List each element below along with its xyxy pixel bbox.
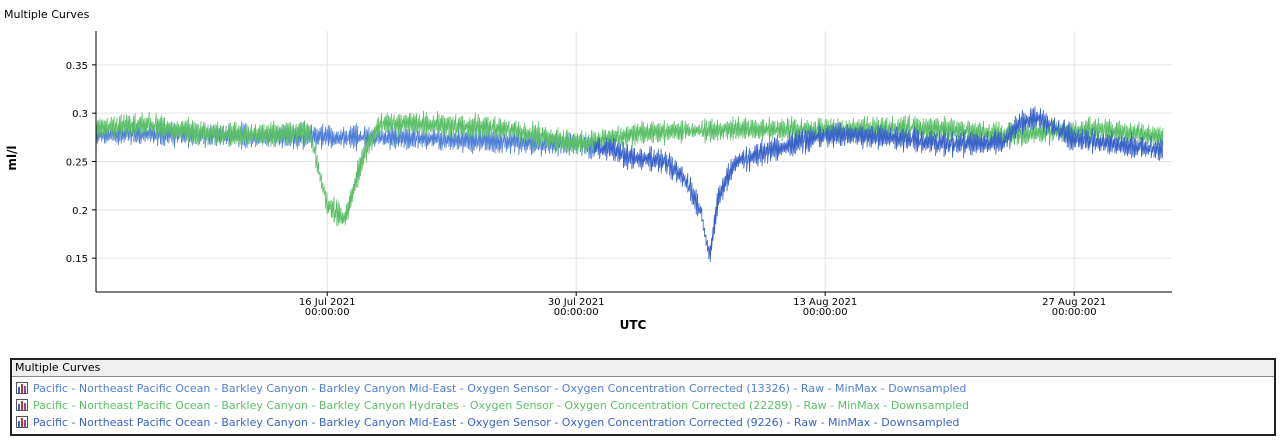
legend-list: Pacific - Northeast Pacific Ocean - Bark…: [12, 377, 1274, 431]
legend-item-label: Pacific - Northeast Pacific Ocean - Bark…: [33, 416, 960, 429]
y-axis-title: ml/l: [5, 145, 19, 170]
x-tick-label-time: 00:00:00: [1052, 307, 1097, 318]
y-tick-label: 0.15: [66, 254, 88, 265]
x-tick-label-time: 00:00:00: [305, 307, 350, 318]
legend-item-label: Pacific - Northeast Pacific Ocean - Bark…: [33, 382, 967, 395]
series-layer: [95, 106, 1164, 262]
x-tick-label-date: 16 Jul 2021: [299, 297, 356, 308]
legend-item[interactable]: Pacific - Northeast Pacific Ocean - Bark…: [15, 380, 1274, 397]
series-line-2: [95, 110, 1164, 227]
x-tick-label-date: 27 Aug 2021: [1042, 297, 1106, 308]
x-tick-label-time: 00:00:00: [803, 307, 848, 318]
legend-item[interactable]: Pacific - Northeast Pacific Ocean - Bark…: [15, 397, 1274, 414]
x-tick-label-date: 13 Aug 2021: [793, 297, 857, 308]
legend-item[interactable]: Pacific - Northeast Pacific Ocean - Bark…: [15, 414, 1274, 431]
x-tick-label-date: 30 Jul 2021: [548, 297, 605, 308]
series-line-3: [593, 106, 1163, 262]
legend-panel: Multiple Curves Pacific - Northeast Paci…: [10, 358, 1276, 436]
x-tick-label-time: 00:00:00: [554, 307, 599, 318]
chart-title: Multiple Curves: [4, 8, 90, 21]
y-tick-label: 0.35: [66, 61, 88, 72]
y-tick-label: 0.2: [72, 206, 88, 217]
chart-series-icon: [16, 399, 28, 411]
y-tick-label: 0.3: [72, 109, 88, 120]
x-axis-title: UTC: [620, 318, 647, 332]
legend-header: Multiple Curves: [12, 360, 1274, 377]
chart-series-icon: [16, 416, 28, 428]
legend-item-label: Pacific - Northeast Pacific Ocean - Bark…: [33, 399, 970, 412]
chart-series-icon: [16, 382, 28, 394]
y-tick-label: 0.25: [66, 158, 88, 169]
